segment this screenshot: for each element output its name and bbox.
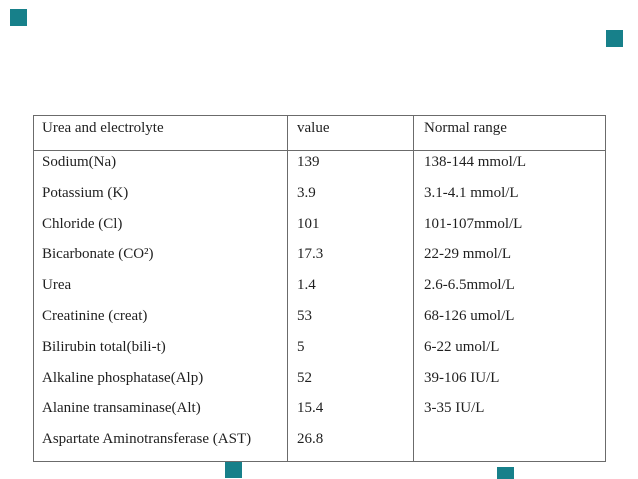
value-cell: 53 [287,304,414,336]
analyte-name-cell: Potassium (K) [33,181,288,213]
value-cell: 1.4 [287,274,414,305]
value-cell: 101 [287,212,414,244]
analyte-name-cell: Aspartate Aminotransferase (AST) [33,428,288,459]
value-cell: 5 [287,335,414,367]
normal-range-cell: 3-35 IU/L [413,397,606,429]
analyte-name-cell: Creatinine (creat) [33,304,288,336]
normal-range-cell [413,428,606,459]
empty-filler-row [33,458,606,462]
analyte-name-cell: Chloride (Cl) [33,212,288,244]
lab-results-table: Urea and electrolyte value Normal range … [33,115,606,462]
deco-square-upper-right [606,30,623,47]
normal-range-cell: 6-22 umol/L [413,335,606,367]
value-cell: 26.8 [287,428,414,459]
value-cell: 15.4 [287,397,414,429]
normal-range-cell: 39-106 IU/L [413,366,606,398]
analyte-name-cell: Bicarbonate (CO²) [33,243,288,275]
analyte-name-cell: Urea [33,274,288,305]
normal-range-cell: 3.1-4.1 mmol/L [413,181,606,213]
deco-square-top-left [10,9,27,26]
table-row: Chloride (Cl) 101 101-107mmol/L [33,212,606,244]
normal-range-cell: 138-144 mmol/L [413,150,606,182]
table-row: Alanine transaminase(Alt) 15.4 3-35 IU/L [33,397,606,429]
table-row: Bicarbonate (CO²) 17.3 22-29 mmol/L [33,243,606,275]
normal-range-cell: 22-29 mmol/L [413,243,606,275]
normal-range-cell: 68-126 umol/L [413,304,606,336]
normal-range-cell: 2.6-6.5mmol/L [413,274,606,305]
header-row: Urea and electrolyte value Normal range [33,115,606,151]
table-row: Potassium (K) 3.9 3.1-4.1 mmol/L [33,181,606,213]
empty-cell [413,458,606,462]
column-header-analyte: Urea and electrolyte [33,115,288,151]
table-row: Alkaline phosphatase(Alp) 52 39-106 IU/L [33,366,606,398]
table-row: Aspartate Aminotransferase (AST) 26.8 [33,428,606,459]
table-row: Sodium(Na) 139 138-144 mmol/L [33,150,606,182]
empty-cell [287,458,414,462]
value-cell: 52 [287,366,414,398]
empty-cell [33,458,288,462]
deco-square-bottom-right [497,467,514,479]
table-row: Bilirubin total(bili-t) 5 6-22 umol/L [33,335,606,367]
column-header-value: value [287,115,414,151]
column-header-normal-range: Normal range [413,115,606,151]
value-cell: 17.3 [287,243,414,275]
table-row: Creatinine (creat) 53 68-126 umol/L [33,304,606,336]
value-cell: 139 [287,150,414,182]
value-cell: 3.9 [287,181,414,213]
analyte-name-cell: Sodium(Na) [33,150,288,182]
table-row: Urea 1.4 2.6-6.5mmol/L [33,274,606,305]
analyte-name-cell: Alanine transaminase(Alt) [33,397,288,429]
normal-range-cell: 101-107mmol/L [413,212,606,244]
deco-square-bottom-left [225,461,242,478]
analyte-name-cell: Alkaline phosphatase(Alp) [33,366,288,398]
analyte-name-cell: Bilirubin total(bili-t) [33,335,288,367]
